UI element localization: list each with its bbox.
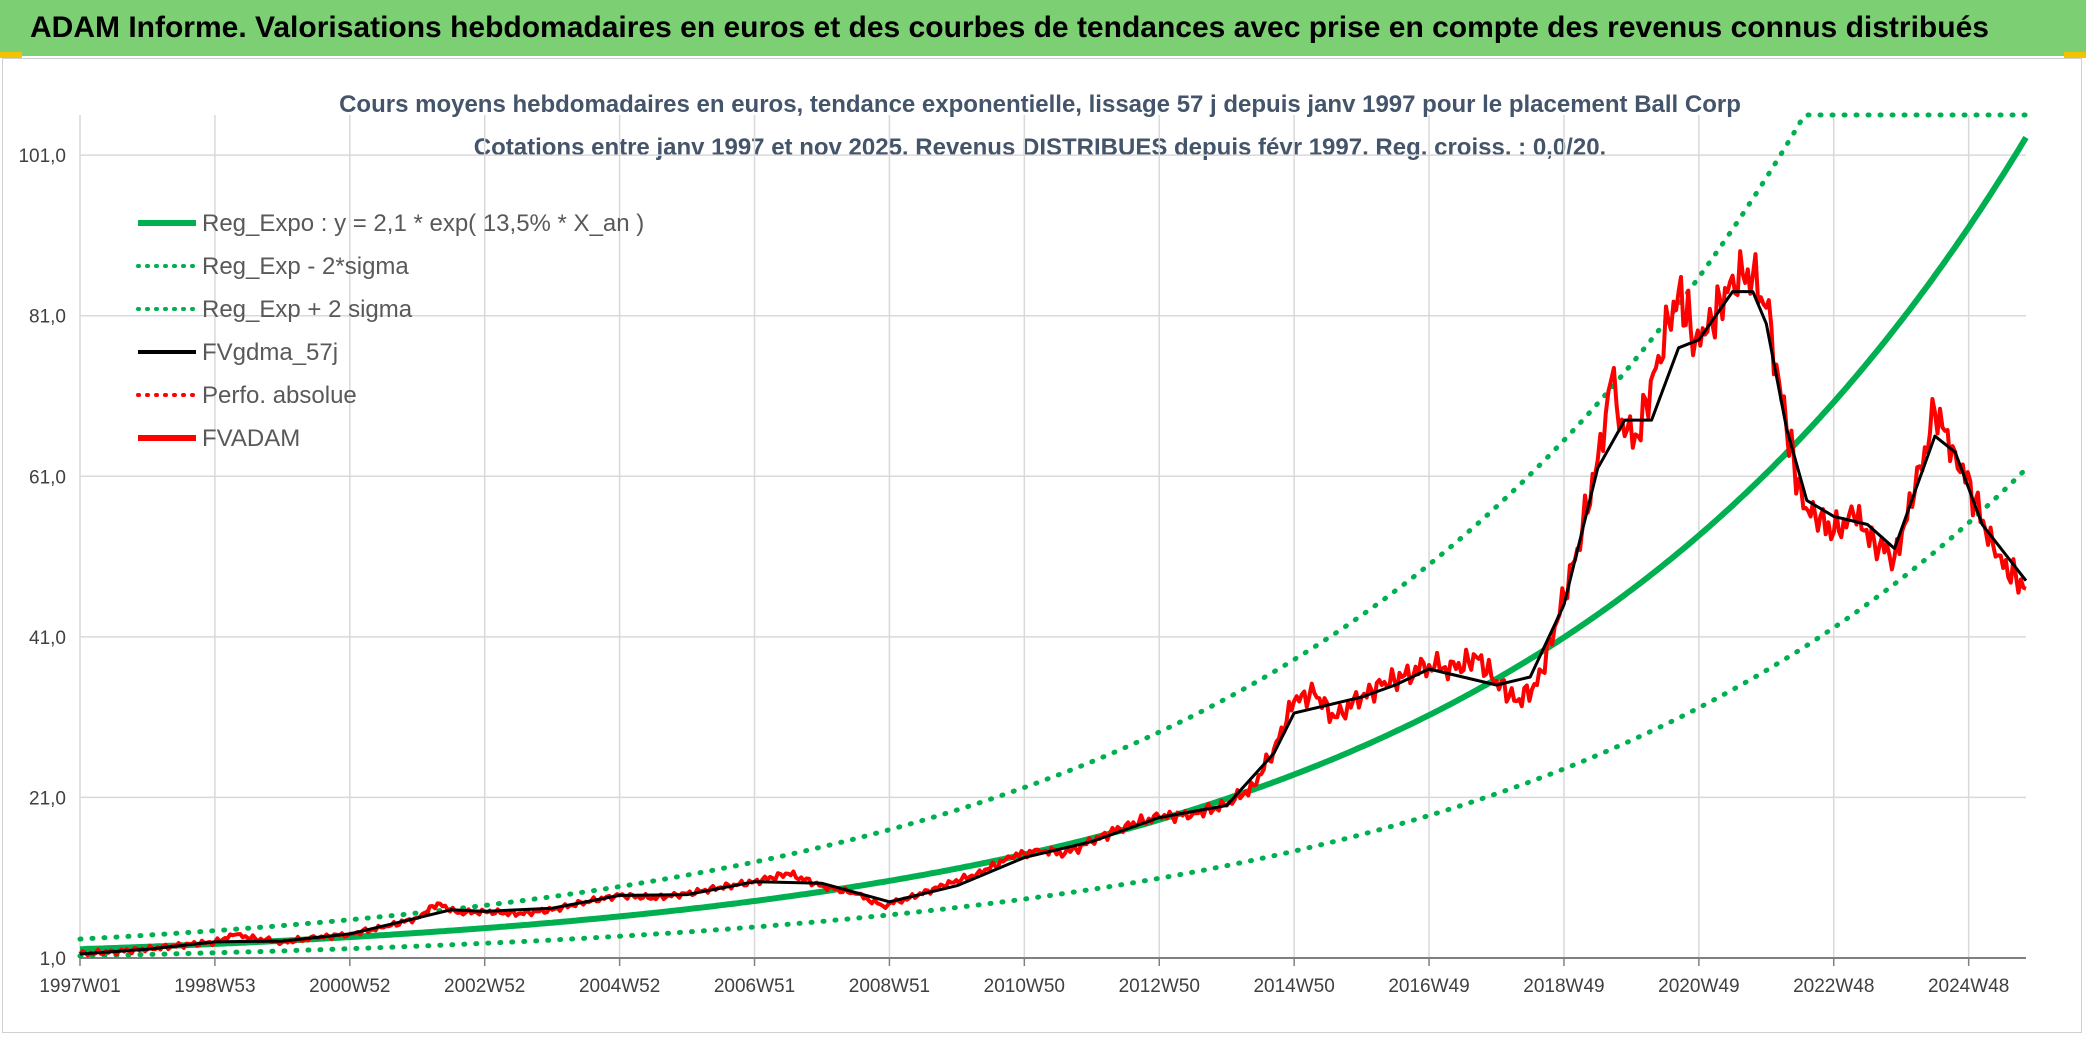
grid bbox=[79, 115, 2026, 959]
x-tick-label: 2014W50 bbox=[1253, 976, 1334, 997]
legend-label: FVgdma_57j bbox=[202, 339, 338, 366]
y-tick-label: 21,0 bbox=[29, 788, 66, 809]
y-tick-label: 61,0 bbox=[29, 467, 66, 488]
report-title: ADAM Informe. Valorisations hebdomadaire… bbox=[30, 11, 1989, 44]
x-tick-label: 2006W51 bbox=[714, 976, 795, 997]
y-tick-label: 1,0 bbox=[40, 949, 66, 970]
x-tick-label: 2012W50 bbox=[1119, 976, 1200, 997]
y-tick-label: 101,0 bbox=[18, 146, 66, 167]
y-tick-label: 81,0 bbox=[29, 307, 66, 328]
axes: 1,0 21,0 41,0 61,0 81,0 101,0 1997W01 1998W53 20… bbox=[18, 146, 2026, 997]
chart-subtitle: Cotations entre janv 1997 et nov 2025. R… bbox=[474, 134, 1606, 161]
x-tick-label: 2024W48 bbox=[1928, 976, 2009, 997]
x-tick-label: 2000W52 bbox=[309, 976, 390, 997]
reg-exp-minus-2sigma-line bbox=[77, 466, 2029, 959]
corner-mark-right bbox=[2064, 52, 2086, 58]
fvgdma-57j-line bbox=[79, 290, 2028, 956]
chart-frame bbox=[2, 58, 2082, 1033]
x-tick-label: 1997W01 bbox=[39, 976, 120, 997]
x-tick-label: 2020W49 bbox=[1658, 976, 1739, 997]
x-tick-label: 2018W49 bbox=[1523, 976, 1604, 997]
x-tick-label: 2016W49 bbox=[1388, 976, 1469, 997]
legend-label: Reg_Exp - 2*sigma bbox=[202, 253, 409, 280]
x-tick-label: 2002W52 bbox=[444, 976, 525, 997]
legend-label: Reg_Expo : y = 2,1 * exp( 13,5% * X_an ) bbox=[202, 210, 644, 237]
legend-label: Perfo. absolue bbox=[202, 382, 357, 409]
y-tick-label: 41,0 bbox=[29, 628, 66, 649]
legend: Reg_Expo : y = 2,1 * exp( 13,5% * X_an )… bbox=[136, 210, 644, 452]
legend-label: Reg_Exp + 2 sigma bbox=[202, 296, 413, 323]
corner-mark-left bbox=[0, 52, 22, 58]
x-tick-label: 2008W51 bbox=[849, 976, 930, 997]
x-tick-label: 1998W53 bbox=[174, 976, 255, 997]
report-banner: ADAM Informe. Valorisations hebdomadaire… bbox=[0, 0, 2086, 56]
legend-label: FVADAM bbox=[202, 425, 300, 452]
x-tick-label: 2022W48 bbox=[1793, 976, 1874, 997]
chart-title: Cours moyens hebdomadaires en euros, ten… bbox=[339, 91, 1741, 118]
x-tick-label: 2010W50 bbox=[984, 976, 1065, 997]
series bbox=[77, 112, 2029, 959]
reg-exp-plus-2sigma-line bbox=[77, 112, 2029, 942]
x-tick-label: 2004W52 bbox=[579, 976, 660, 997]
